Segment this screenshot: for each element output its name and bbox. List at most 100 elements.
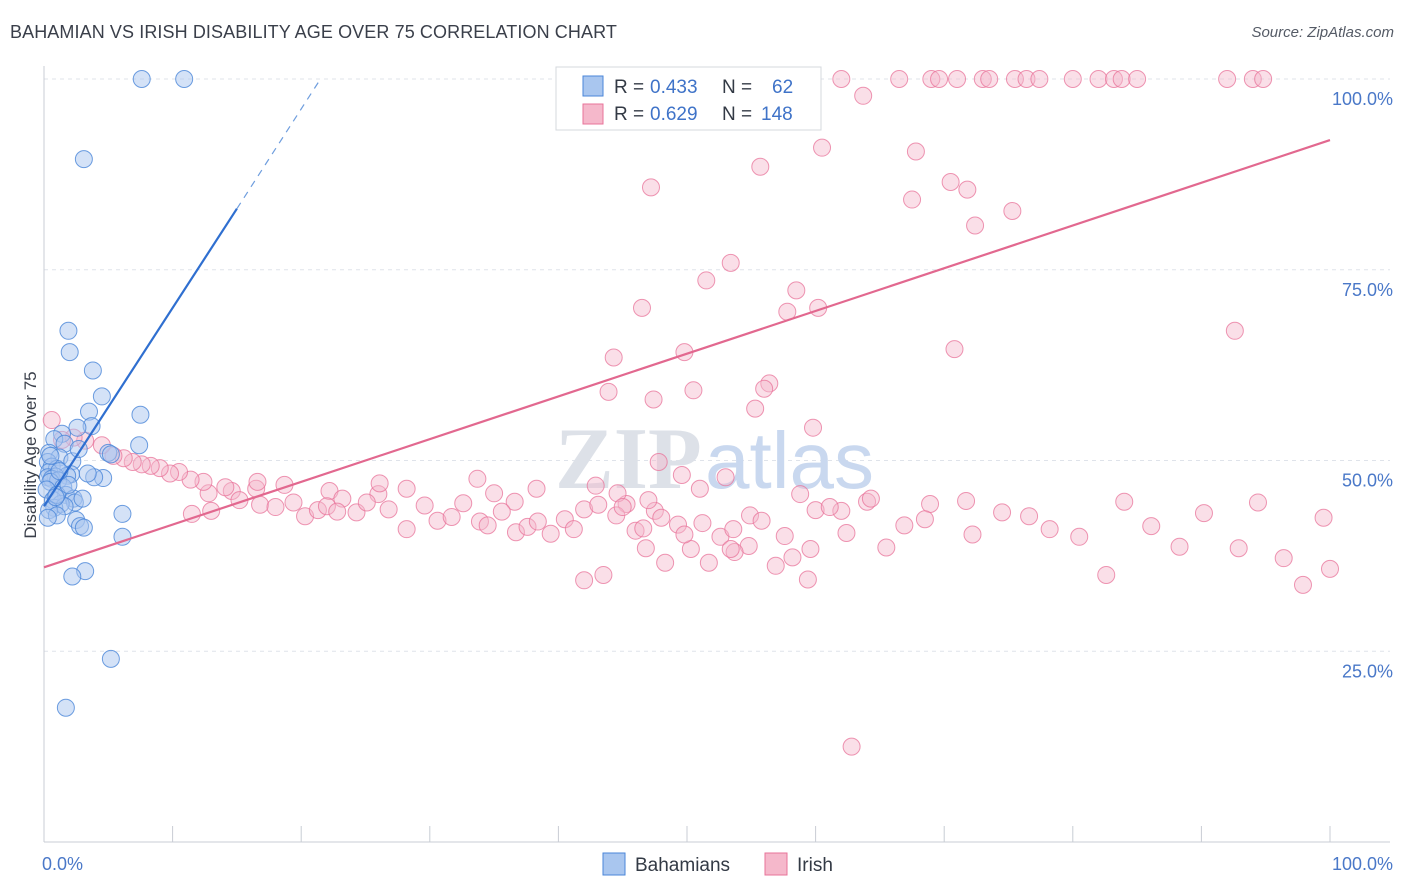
irish-point-53 — [861, 489, 880, 508]
irish-point-143 — [993, 503, 1012, 522]
irish-point-140 — [895, 516, 914, 535]
irish-point-58 — [957, 491, 976, 510]
trend-lines — [43, 78, 1331, 569]
bahamian-point-8 — [131, 405, 150, 424]
bahamian-point-17 — [101, 445, 120, 464]
irish-point-125 — [634, 519, 653, 538]
irish-point-151 — [1194, 504, 1213, 523]
legend-swatch-irish — [582, 103, 604, 125]
bahamian-point-3 — [59, 321, 78, 340]
irish-point-119 — [564, 520, 583, 539]
irish-point-20 — [1243, 70, 1262, 88]
watermark-zip: ZIP — [555, 411, 702, 508]
irish-point-108 — [428, 511, 447, 530]
irish-point-15 — [1089, 70, 1108, 88]
grid-lines — [44, 78, 1390, 652]
irish-point-12 — [1017, 70, 1036, 88]
irish-point-59 — [921, 494, 940, 513]
bottom-legend-swatch-bahamians — [602, 852, 626, 876]
irish-point-29 — [903, 190, 922, 209]
irish-point-102 — [328, 502, 347, 521]
irish-point-48 — [599, 382, 618, 401]
bottom-legend: Bahamians Irish — [602, 852, 833, 876]
irish-point-32 — [721, 253, 740, 272]
irish-point-41 — [604, 348, 623, 367]
irish-point-28 — [641, 178, 660, 197]
y-tick-labels: 25.0% 50.0% 75.0% 100.0% — [1332, 89, 1393, 681]
irish-point-30 — [1003, 201, 1022, 220]
y-axis-label: Disability Age Over 75 — [21, 371, 40, 538]
irish-point-104 — [357, 493, 376, 512]
watermark: ZIP atlas — [555, 411, 874, 508]
irish-point-142 — [963, 525, 982, 544]
irish-point-25 — [751, 157, 770, 176]
irish-point-60 — [645, 501, 664, 520]
irish-point-21 — [1254, 70, 1273, 88]
irish-point-128 — [668, 515, 687, 534]
irish-point-5 — [890, 70, 909, 88]
irish-point-156 — [1314, 508, 1333, 527]
bottom-legend-label-irish: Irish — [797, 855, 833, 876]
irish-point-136 — [801, 540, 820, 559]
irish-point-110 — [454, 494, 473, 513]
bahamian-point-6 — [92, 387, 111, 406]
irish-point-62 — [608, 484, 627, 503]
series-bahamians — [37, 70, 194, 717]
irish-point-160 — [699, 553, 718, 572]
irish-point-18 — [1128, 70, 1147, 88]
irish-point-80 — [170, 462, 189, 481]
chart-title: BAHAMIAN VS IRISH DISABILITY AGE OVER 75… — [10, 22, 617, 42]
irish-point-101 — [317, 497, 336, 516]
irish-point-74 — [248, 472, 267, 491]
legend-n-label-1: N = — [722, 77, 757, 98]
irish-point-106 — [397, 520, 416, 539]
y-tick-label-1: 50.0% — [1342, 471, 1393, 491]
y-tick-label-2: 75.0% — [1342, 280, 1393, 300]
irish-point-77 — [199, 484, 218, 503]
irish-point-137 — [820, 498, 839, 517]
irish-point-147 — [1097, 565, 1116, 584]
bahamian-point-2 — [74, 150, 93, 169]
irish-point-14 — [1063, 70, 1082, 88]
irish-point-96 — [251, 495, 270, 514]
irish-point-98 — [284, 493, 303, 512]
irish-point-146 — [1070, 527, 1089, 546]
bahamian-point-5 — [83, 361, 102, 380]
irish-point-45 — [644, 390, 663, 409]
irish-point-167 — [636, 539, 655, 558]
legend: R = 0.433 N = 62 R = 0.629 N = 148 — [555, 66, 822, 131]
irish-point-68 — [370, 474, 389, 493]
legend-r-value-2: 0.629 — [650, 104, 698, 125]
legend-n-label-2: N = — [722, 104, 757, 125]
irish-point-63 — [505, 492, 524, 511]
x-tick-marks — [43, 826, 1331, 842]
irish-point-148 — [1115, 492, 1134, 511]
irish-point-144 — [1020, 507, 1039, 526]
irish-point-123 — [613, 498, 632, 517]
irish-point-141 — [915, 510, 934, 529]
irish-point-164 — [690, 479, 709, 498]
irish-point-4 — [832, 70, 851, 88]
bahamian-point-51 — [63, 567, 82, 586]
bottom-legend-swatch-irish — [764, 852, 788, 876]
irish-point-38 — [1225, 321, 1244, 340]
bahamian-point-13 — [130, 436, 149, 455]
bahamian-point-53 — [56, 698, 75, 717]
series-irish — [42, 70, 1339, 756]
bahamian-trend-extension — [236, 78, 321, 210]
irish-point-65 — [485, 484, 504, 503]
bahamian-point-52 — [101, 649, 120, 668]
irish-point-51 — [586, 476, 605, 495]
irish-point-17 — [1112, 70, 1131, 88]
irish-point-10 — [980, 70, 999, 88]
irish-point-31 — [966, 216, 985, 235]
irish-point-155 — [1293, 575, 1312, 594]
bahamian-point-48 — [74, 518, 93, 537]
y-tick-label-0: 25.0% — [1342, 661, 1393, 681]
bahamian-point-4 — [60, 343, 79, 362]
irish-point-139 — [877, 538, 896, 557]
x-tick-labels: 0.0% 100.0% — [42, 854, 1393, 874]
irish-point-42 — [684, 381, 703, 400]
irish-point-76 — [216, 478, 235, 497]
